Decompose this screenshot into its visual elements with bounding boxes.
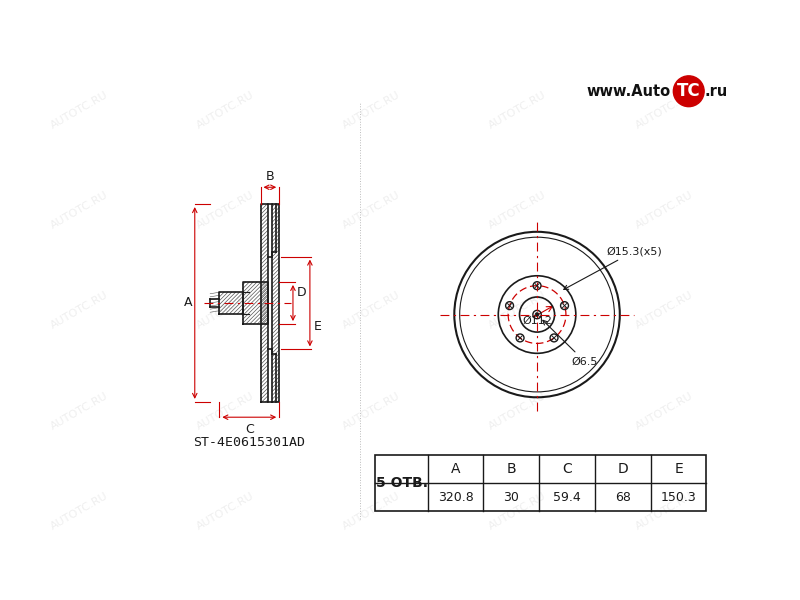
Text: AUTOTC.RU: AUTOTC.RU — [487, 290, 548, 331]
Text: B: B — [266, 170, 274, 182]
Text: AUTOTC.RU: AUTOTC.RU — [49, 90, 110, 131]
Text: AUTOTC.RU: AUTOTC.RU — [341, 90, 402, 131]
Text: AUTOTC.RU: AUTOTC.RU — [194, 490, 256, 532]
Text: E: E — [314, 320, 322, 332]
Text: AUTOTC.RU: AUTOTC.RU — [634, 190, 694, 231]
Text: 5 ОТВ.: 5 ОТВ. — [375, 476, 427, 490]
Text: Ø15.3(x5): Ø15.3(x5) — [564, 246, 662, 289]
Text: Ø6.5: Ø6.5 — [543, 320, 598, 367]
Text: .ru: .ru — [705, 84, 728, 99]
Bar — [375, 455, 706, 511]
Text: ST-4E0615301AD: ST-4E0615301AD — [194, 436, 306, 449]
Text: AUTOTC.RU: AUTOTC.RU — [634, 391, 694, 431]
Text: AUTOTC.RU: AUTOTC.RU — [194, 190, 256, 231]
Text: D: D — [297, 286, 306, 299]
Text: D: D — [618, 463, 628, 476]
Text: AUTOTC.RU: AUTOTC.RU — [487, 190, 548, 231]
Text: AUTOTC.RU: AUTOTC.RU — [194, 391, 256, 431]
Circle shape — [536, 313, 538, 316]
Text: AUTOTC.RU: AUTOTC.RU — [341, 290, 402, 331]
Text: AUTOTC.RU: AUTOTC.RU — [634, 490, 694, 532]
Text: AUTOTC.RU: AUTOTC.RU — [49, 290, 110, 331]
Text: C: C — [245, 424, 254, 436]
Text: AUTOTC.RU: AUTOTC.RU — [487, 90, 548, 131]
Text: 320.8: 320.8 — [438, 491, 474, 503]
Text: AUTOTC.RU: AUTOTC.RU — [49, 490, 110, 532]
Text: Ø112: Ø112 — [522, 316, 553, 326]
Text: C: C — [562, 463, 572, 476]
Text: AUTOTC.RU: AUTOTC.RU — [49, 391, 110, 431]
Text: TC: TC — [677, 82, 701, 100]
Text: 68: 68 — [615, 491, 630, 503]
Text: AUTOTC.RU: AUTOTC.RU — [49, 190, 110, 231]
Text: AUTOTC.RU: AUTOTC.RU — [341, 391, 402, 431]
Text: AUTOTC.RU: AUTOTC.RU — [487, 490, 548, 532]
Text: AUTOTC.RU: AUTOTC.RU — [487, 391, 548, 431]
Text: AUTOTC.RU: AUTOTC.RU — [634, 290, 694, 331]
Text: www.Auto: www.Auto — [586, 84, 670, 99]
Text: AUTOTC.RU: AUTOTC.RU — [341, 490, 402, 532]
Text: B: B — [506, 463, 516, 476]
Text: AUTOTC.RU: AUTOTC.RU — [194, 90, 256, 131]
Text: AUTOTC.RU: AUTOTC.RU — [634, 90, 694, 131]
Text: AUTOTC.RU: AUTOTC.RU — [341, 190, 402, 231]
Text: 150.3: 150.3 — [661, 491, 697, 503]
Text: AUTOTC.RU: AUTOTC.RU — [194, 290, 256, 331]
Text: 30: 30 — [503, 491, 519, 503]
Circle shape — [674, 76, 704, 107]
Text: A: A — [451, 463, 460, 476]
Text: 59.4: 59.4 — [554, 491, 581, 503]
Text: A: A — [184, 296, 193, 310]
Text: E: E — [674, 463, 683, 476]
